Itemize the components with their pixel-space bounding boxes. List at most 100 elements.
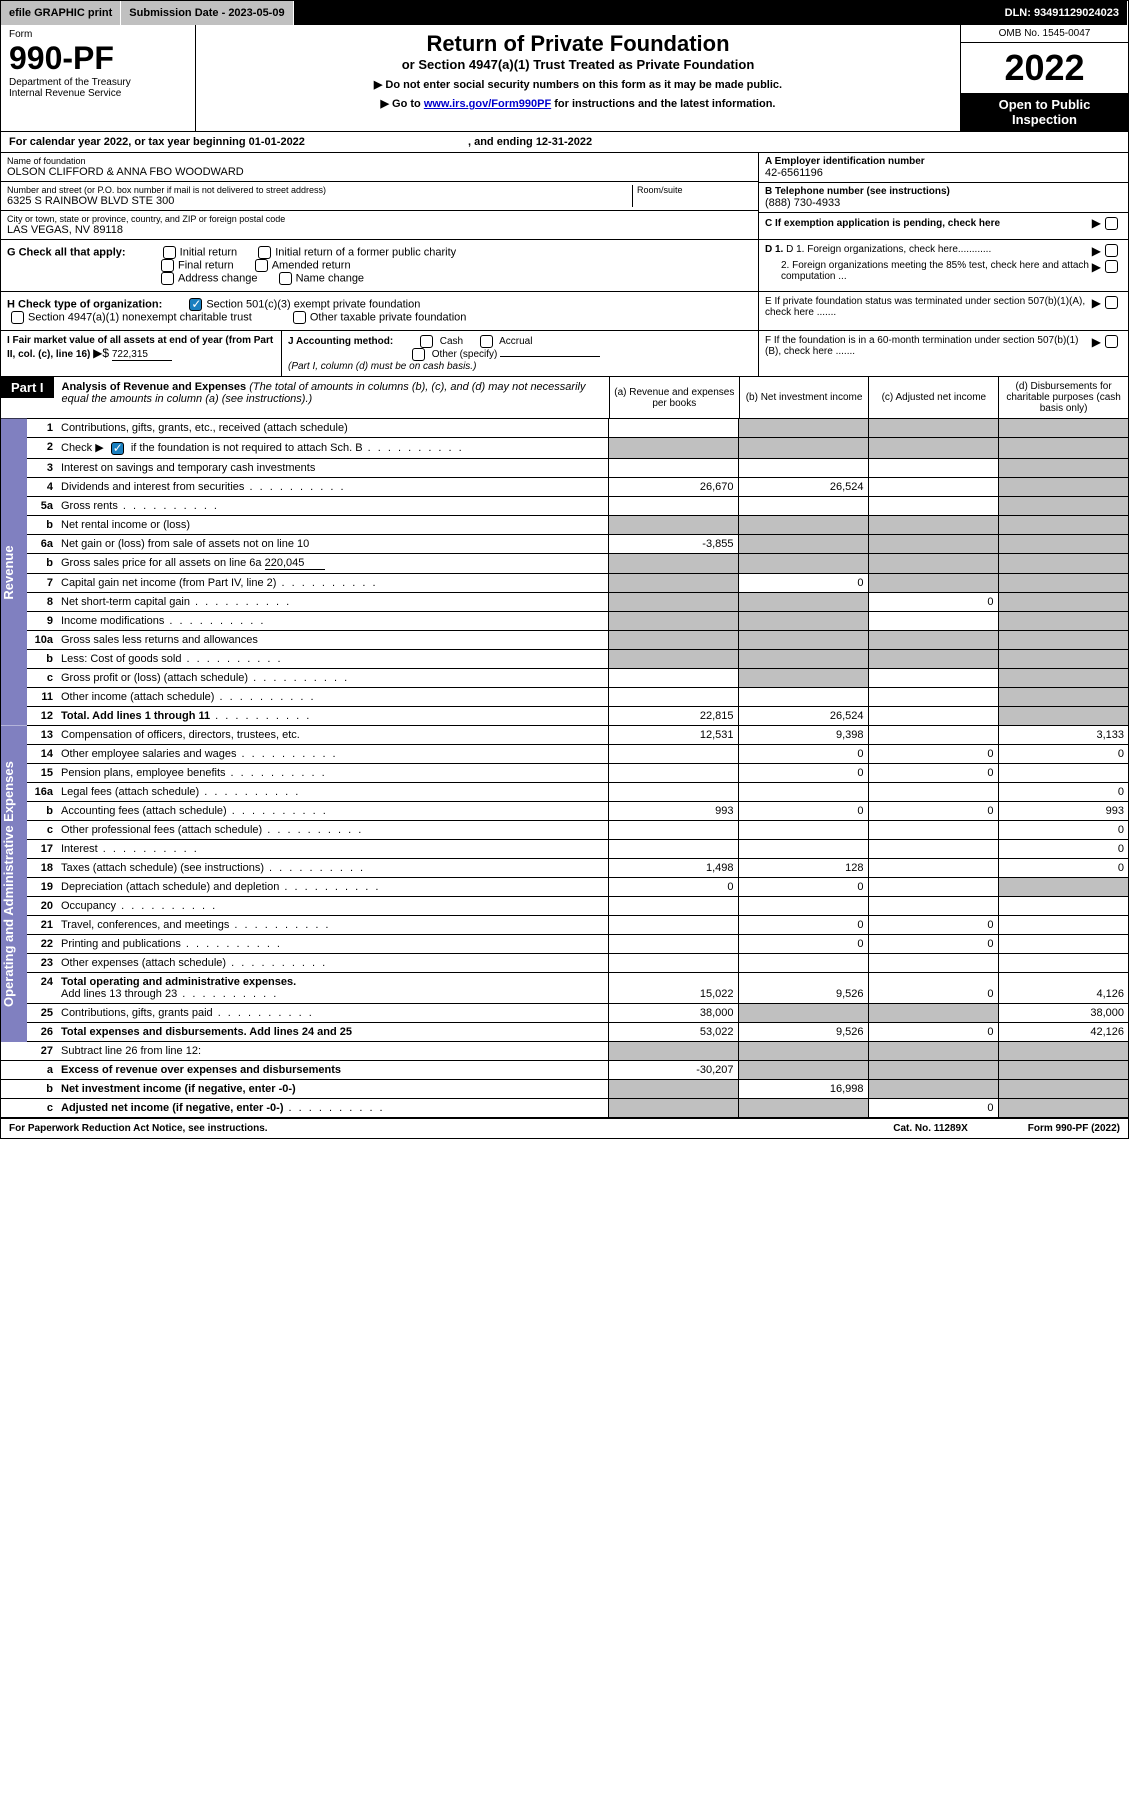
r21c: 0	[868, 915, 998, 934]
r14d: 0	[998, 744, 1128, 763]
ein-value: 42-6561196	[765, 167, 1122, 179]
instruction-1: ▶ Do not enter social security numbers o…	[208, 78, 948, 91]
dept-treasury: Department of the Treasury	[9, 77, 187, 88]
r4a: 26,670	[608, 477, 738, 496]
g-amended-return[interactable]	[255, 259, 268, 272]
tax-year: 2022	[961, 43, 1128, 93]
r6a-a: -3,855	[608, 534, 738, 553]
c-checkbox[interactable]	[1105, 217, 1118, 230]
city-label: City or town, state or province, country…	[7, 214, 752, 224]
g-initial-return[interactable]	[163, 246, 176, 259]
calendar-year-row: For calendar year 2022, or tax year begi…	[1, 132, 1128, 153]
h-501c3[interactable]	[189, 298, 202, 311]
r12a: 22,815	[608, 706, 738, 725]
name-label: Name of foundation	[7, 156, 752, 166]
r19a: 0	[608, 877, 738, 896]
expenses-side-label: Operating and Administrative Expenses	[1, 726, 27, 1042]
r13a: 12,531	[608, 726, 738, 745]
line-6a: Net gain or (loss) from sale of assets n…	[57, 534, 608, 553]
line-5a: Gross rents	[57, 496, 608, 515]
r17d: 0	[998, 839, 1128, 858]
omb-number: OMB No. 1545-0047	[961, 25, 1128, 43]
r14c: 0	[868, 744, 998, 763]
j-accrual[interactable]	[480, 335, 493, 348]
r27c-c: 0	[868, 1098, 998, 1117]
j-note: (Part I, column (d) must be on cash basi…	[288, 361, 476, 372]
h-other-taxable[interactable]	[293, 311, 306, 324]
h-row: H Check type of organization: Section 50…	[1, 292, 1128, 331]
line-7: Capital gain net income (from Part IV, l…	[57, 573, 608, 592]
e-checkbox[interactable]	[1105, 296, 1118, 309]
r16ad: 0	[998, 782, 1128, 801]
d1-checkbox[interactable]	[1105, 244, 1118, 257]
submission-date: Submission Date - 2023-05-09	[121, 1, 293, 25]
line-5b: Net rental income or (loss)	[57, 515, 608, 534]
r26c: 0	[868, 1022, 998, 1041]
h-label: H Check type of organization:	[7, 298, 162, 310]
form-subtitle: or Section 4947(a)(1) Trust Treated as P…	[208, 57, 948, 72]
line-6b: Gross sales price for all assets on line…	[57, 553, 608, 573]
r25a: 38,000	[608, 1003, 738, 1022]
col-c-header: (c) Adjusted net income	[868, 377, 998, 418]
r7b: 0	[738, 573, 868, 592]
line-18: Taxes (attach schedule) (see instruction…	[57, 858, 608, 877]
room-label: Room/suite	[637, 185, 752, 195]
line-27: Subtract line 26 from line 12:	[57, 1042, 608, 1061]
r8c: 0	[868, 592, 998, 611]
line-23: Other expenses (attach schedule)	[57, 953, 608, 972]
line-10c: Gross profit or (loss) (attach schedule)	[57, 668, 608, 687]
line-24: Total operating and administrative expen…	[57, 972, 608, 1003]
expenses-section: Operating and Administrative Expenses 13…	[1, 726, 1128, 1042]
line-14: Other employee salaries and wages	[57, 744, 608, 763]
top-bar: efile GRAPHIC print Submission Date - 20…	[1, 1, 1128, 25]
g-initial-former[interactable]	[258, 246, 271, 259]
g-final-return[interactable]	[161, 259, 174, 272]
line-27c: Adjusted net income (if negative, enter …	[57, 1098, 608, 1117]
r16bb: 0	[738, 801, 868, 820]
phone-label: B Telephone number (see instructions)	[765, 186, 1122, 197]
line-3: Interest on savings and temporary cash i…	[57, 458, 608, 477]
j-cash[interactable]	[420, 335, 433, 348]
l6b-val: 220,045	[265, 557, 325, 570]
phone-value: (888) 730-4933	[765, 197, 1122, 209]
open-inspection: Open to Public Inspection	[961, 93, 1128, 131]
line-8: Net short-term capital gain	[57, 592, 608, 611]
g-row: G Check all that apply: Initial return I…	[1, 240, 1128, 292]
r16cd: 0	[998, 820, 1128, 839]
line-12: Total. Add lines 1 through 11	[57, 706, 608, 725]
line-27a: Excess of revenue over expenses and disb…	[57, 1060, 608, 1079]
instruction-2: ▶ Go to www.irs.gov/Form990PF for instru…	[208, 97, 948, 110]
address: 6325 S RAINBOW BLVD STE 300	[7, 195, 632, 207]
form-number: 990-PF	[9, 40, 187, 77]
page-footer: For Paperwork Reduction Act Notice, see …	[1, 1118, 1128, 1138]
h-4947[interactable]	[11, 311, 24, 324]
line-22: Printing and publications	[57, 934, 608, 953]
g-name-change[interactable]	[279, 272, 292, 285]
irs-link[interactable]: www.irs.gov/Form990PF	[424, 98, 551, 110]
f-checkbox[interactable]	[1105, 335, 1118, 348]
part1-header: Part I Analysis of Revenue and Expenses …	[1, 377, 1128, 419]
irs-label: Internal Revenue Service	[9, 88, 187, 99]
line-16a: Legal fees (attach schedule)	[57, 782, 608, 801]
l2-checkbox[interactable]	[111, 442, 124, 455]
r24b: 9,526	[738, 972, 868, 1003]
line-16b: Accounting fees (attach schedule)	[57, 801, 608, 820]
r15b: 0	[738, 763, 868, 782]
i-value: 722,315	[112, 349, 172, 361]
e-label: E If private foundation status was termi…	[765, 296, 1092, 326]
r15c: 0	[868, 763, 998, 782]
line-15: Pension plans, employee benefits	[57, 763, 608, 782]
c-exemption-label: C If exemption application is pending, c…	[765, 218, 1092, 229]
r13d: 3,133	[998, 726, 1128, 745]
g-address-change[interactable]	[161, 272, 174, 285]
line-26: Total expenses and disbursements. Add li…	[57, 1022, 608, 1041]
d2-checkbox[interactable]	[1105, 260, 1118, 273]
form-label: Form	[9, 29, 187, 40]
col-a-header: (a) Revenue and expenses per books	[609, 377, 739, 418]
d2-label: 2. Foreign organizations meeting the 85%…	[765, 260, 1092, 282]
col-b-header: (b) Net investment income	[739, 377, 869, 418]
j-other[interactable]	[412, 348, 425, 361]
line-13: Compensation of officers, directors, tru…	[57, 726, 608, 745]
f-label: F If the foundation is in a 60-month ter…	[765, 335, 1092, 372]
form-ref: Form 990-PF (2022)	[1028, 1123, 1120, 1134]
